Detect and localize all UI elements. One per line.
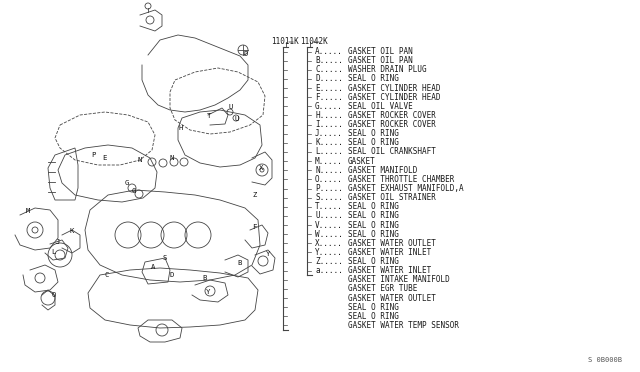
Text: GASKET OIL PAN: GASKET OIL PAN — [348, 56, 413, 65]
Text: S: S — [163, 255, 167, 261]
Text: SEAL OIL CRANKSHAFT: SEAL OIL CRANKSHAFT — [348, 147, 436, 157]
Text: H: H — [179, 125, 183, 131]
Text: E: E — [102, 155, 106, 161]
Text: Z: Z — [253, 192, 257, 198]
Text: B.....: B..... — [315, 56, 343, 65]
Text: O: O — [52, 292, 56, 298]
Text: GASKET MANIFOLD: GASKET MANIFOLD — [348, 166, 417, 175]
Text: GASKET: GASKET — [348, 157, 376, 166]
Text: P.....: P..... — [315, 184, 343, 193]
Text: Y.....: Y..... — [315, 248, 343, 257]
Text: 11011K: 11011K — [271, 38, 299, 46]
Text: N: N — [138, 157, 142, 163]
Text: GASKET WATER INLET: GASKET WATER INLET — [348, 248, 431, 257]
Text: C: C — [105, 272, 109, 278]
Text: SEAL O RING: SEAL O RING — [348, 74, 399, 83]
Text: GASKET OIL STRAINER: GASKET OIL STRAINER — [348, 193, 436, 202]
Text: GASKET EGR TUBE: GASKET EGR TUBE — [348, 285, 417, 294]
Text: T: T — [207, 113, 211, 119]
Text: I.....: I..... — [315, 120, 343, 129]
Text: K: K — [70, 228, 74, 234]
Text: GASKET OIL PAN: GASKET OIL PAN — [348, 47, 413, 56]
Text: GASKET THROTTLE CHAMBER: GASKET THROTTLE CHAMBER — [348, 175, 454, 184]
Text: C.....: C..... — [315, 65, 343, 74]
Text: GASKET CYLINDER HEAD: GASKET CYLINDER HEAD — [348, 93, 440, 102]
Text: V.....: V..... — [315, 221, 343, 230]
Text: SEAL O RING: SEAL O RING — [348, 221, 399, 230]
Text: D: D — [244, 51, 248, 57]
Text: GASKET WATER TEMP SENSOR: GASKET WATER TEMP SENSOR — [348, 321, 459, 330]
Text: M.....: M..... — [315, 157, 343, 166]
Text: SEAL O RING: SEAL O RING — [348, 257, 399, 266]
Text: X: X — [259, 165, 263, 171]
Text: Y: Y — [206, 289, 210, 295]
Text: F.....: F..... — [315, 93, 343, 102]
Text: GASKET WATER OUTLET: GASKET WATER OUTLET — [348, 239, 436, 248]
Text: K.....: K..... — [315, 138, 343, 147]
Text: U: U — [235, 116, 239, 122]
Text: U: U — [229, 104, 233, 110]
Text: GASKET ROCKER COVER: GASKET ROCKER COVER — [348, 120, 436, 129]
Text: W.....: W..... — [315, 230, 343, 239]
Text: A: A — [151, 264, 155, 270]
Text: B: B — [203, 275, 207, 281]
Text: D: D — [170, 272, 174, 278]
Text: GASKET CYLINDER HEAD: GASKET CYLINDER HEAD — [348, 84, 440, 93]
Text: GASKET INTAKE MANIFOLD: GASKET INTAKE MANIFOLD — [348, 275, 450, 284]
Text: T.....: T..... — [315, 202, 343, 211]
Text: Y: Y — [266, 251, 270, 257]
Text: Z.....: Z..... — [315, 257, 343, 266]
Text: SEAL O RING: SEAL O RING — [348, 230, 399, 239]
Text: N: N — [170, 155, 174, 161]
Text: SEAL O RING: SEAL O RING — [348, 303, 399, 312]
Text: WASHER DRAIN PLUG: WASHER DRAIN PLUG — [348, 65, 427, 74]
Text: O.....: O..... — [315, 175, 343, 184]
Text: N.....: N..... — [315, 166, 343, 175]
Text: GASKET EXHAUST MANIFOLD,A: GASKET EXHAUST MANIFOLD,A — [348, 184, 463, 193]
Text: B: B — [238, 260, 242, 266]
Text: J: J — [56, 239, 60, 245]
Text: P: P — [91, 152, 95, 158]
Text: SEAL O RING: SEAL O RING — [348, 129, 399, 138]
Text: U.....: U..... — [315, 211, 343, 220]
Text: J.....: J..... — [315, 129, 343, 138]
Text: SEAL O RING: SEAL O RING — [348, 202, 399, 211]
Text: A.....: A..... — [315, 47, 343, 56]
Text: E.....: E..... — [315, 84, 343, 93]
Text: D.....: D..... — [315, 74, 343, 83]
Text: SEAL O RING: SEAL O RING — [348, 138, 399, 147]
Text: L.....: L..... — [315, 147, 343, 157]
Text: X.....: X..... — [315, 239, 343, 248]
Text: SEAL O RING: SEAL O RING — [348, 211, 399, 220]
Text: GASKET WATER OUTLET: GASKET WATER OUTLET — [348, 294, 436, 302]
Text: M: M — [26, 208, 30, 214]
Text: F: F — [252, 224, 256, 230]
Text: G: G — [125, 180, 129, 186]
Text: L: L — [51, 249, 55, 255]
Text: SEAL OIL VALVE: SEAL OIL VALVE — [348, 102, 413, 111]
Text: GASKET ROCKER COVER: GASKET ROCKER COVER — [348, 111, 436, 120]
Text: GASKET WATER INLET: GASKET WATER INLET — [348, 266, 431, 275]
Text: H.....: H..... — [315, 111, 343, 120]
Text: G.....: G..... — [315, 102, 343, 111]
Text: G: G — [132, 188, 136, 194]
Text: S 0B000B: S 0B000B — [588, 357, 622, 363]
Text: S.....: S..... — [315, 193, 343, 202]
Text: a.....: a..... — [315, 266, 343, 275]
Text: 11042K: 11042K — [300, 38, 328, 46]
Text: SEAL O RING: SEAL O RING — [348, 312, 399, 321]
